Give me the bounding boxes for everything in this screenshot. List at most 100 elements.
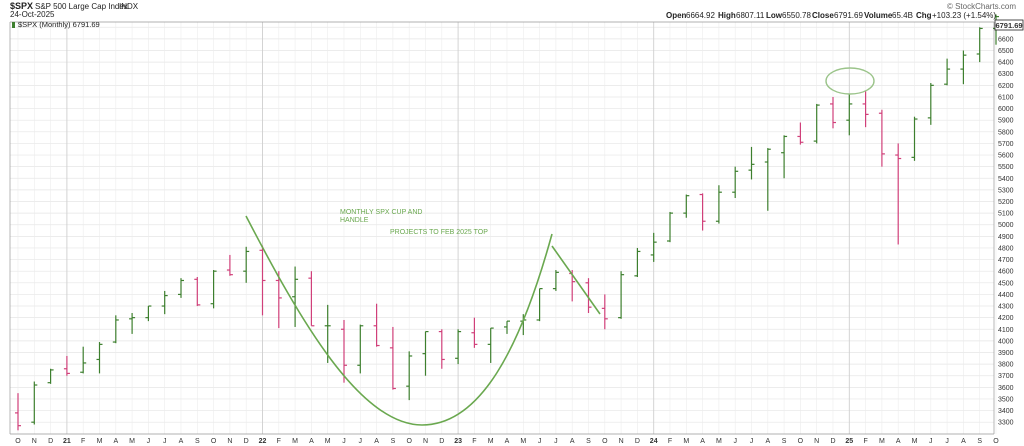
y-tick-label: 4400: [998, 292, 1014, 299]
x-tick-label: F: [863, 438, 867, 445]
ohlc-bar: [830, 96, 836, 129]
x-tick-label: D: [244, 438, 249, 445]
y-tick-label: 5200: [998, 199, 1014, 206]
ohlc-bar: [634, 247, 641, 277]
cup-handle-pattern: [245, 67, 875, 426]
ohlc-bar: [911, 116, 918, 161]
x-tick-label: J: [538, 438, 542, 445]
x-tick-label: N: [32, 438, 37, 445]
x-tick-label: S: [586, 438, 591, 445]
ohlc-bar: [487, 327, 494, 363]
x-tick-label: J: [554, 438, 558, 445]
ohlc-bar: [764, 148, 771, 211]
y-tick-label: 5800: [998, 129, 1014, 136]
low-label: Low: [766, 11, 783, 20]
x-tick-label: D: [48, 438, 53, 445]
ohlc-bar: [797, 122, 804, 145]
x-tick-label: F: [81, 438, 85, 445]
x-tick-label: S: [195, 438, 200, 445]
y-tick-label: 4500: [998, 280, 1014, 287]
y-tick-label: 5300: [998, 187, 1014, 194]
ohlc-bar: [324, 304, 331, 363]
ohlc-bar: [618, 271, 625, 319]
x-tick-label: M: [129, 438, 135, 445]
y-tick-label: 4100: [998, 327, 1014, 334]
x-tick-label: D: [830, 438, 835, 445]
ohlc-bar: [341, 319, 347, 383]
x-tick-label: M: [488, 438, 494, 445]
ohlc-bars: [15, 14, 999, 431]
y-axis: 3300 3400 3500 3600 3700 3800 3900 4000 4100 4200…: [998, 25, 1014, 427]
volume-label: Volume: [864, 11, 893, 20]
grid: [10, 22, 997, 434]
ohlc-bar: [748, 146, 755, 180]
y-tick-label: 4300: [998, 304, 1014, 311]
ohlc-bar: [944, 58, 951, 86]
ohlc-bar: [683, 194, 690, 218]
x-tick-label: A: [570, 438, 575, 445]
y-tick-label: 5700: [998, 141, 1014, 148]
ohlc-bar: [47, 368, 54, 384]
ohlc-bar: [308, 271, 315, 327]
close-value: 6791.69: [834, 11, 863, 20]
ohlc-bar: [422, 330, 429, 376]
x-tick-label: M: [520, 438, 526, 445]
y-tick-label: 5000: [998, 222, 1014, 229]
ohlc-bar: [129, 313, 136, 334]
x-tick-label: M: [325, 438, 331, 445]
y-tick-label: 6400: [998, 60, 1014, 67]
ohlc-bar: [895, 143, 902, 245]
ohlc-bar: [389, 326, 396, 390]
ohlc-bar: [438, 329, 445, 369]
watermark: © StockCharts.com: [947, 2, 1016, 11]
ohlc-bar: [243, 246, 250, 283]
ohlc-bar: [715, 185, 722, 224]
x-tick-label: O: [211, 438, 217, 445]
x-tick-label: N: [619, 438, 624, 445]
x-tick-label: O: [602, 438, 608, 445]
x-tick-label: 25: [845, 438, 853, 445]
y-tick-label: 4600: [998, 269, 1014, 276]
x-tick-label: J: [163, 438, 167, 445]
ohlc-bar: [862, 91, 869, 128]
x-tick-label: A: [309, 438, 314, 445]
series-legend: $SPX (Monthly) 6791.69: [18, 20, 100, 29]
x-tick-label: F: [668, 438, 672, 445]
chg-label: Chg: [916, 11, 932, 20]
last-price-box: [994, 19, 1024, 31]
y-tick-label: 3600: [998, 385, 1014, 392]
x-tick-label: A: [113, 438, 118, 445]
y-tick-label: 5400: [998, 176, 1014, 183]
x-tick-label: A: [505, 438, 510, 445]
ohlc-bar: [226, 254, 233, 276]
x-tick-label: 24: [650, 438, 658, 445]
handle-line: [551, 245, 601, 315]
chg-value: +103.23 (+1.54%): [932, 11, 996, 20]
y-tick-label: 4000: [998, 338, 1014, 345]
ohlc-bar: [960, 50, 967, 85]
x-tick-label: S: [782, 438, 787, 445]
ohlc-bar: [585, 278, 592, 314]
y-tick-label: 6100: [998, 94, 1014, 101]
annotation-line-3: PROJECTS TO FEB 2025 TOP: [390, 229, 488, 236]
exchange: INDX: [119, 2, 139, 11]
annotation-line-1: MONTHLY SPX CUP AND: [340, 209, 422, 216]
ohlc-bar: [504, 320, 510, 334]
ohlc-bar: [846, 93, 853, 136]
x-tick-label: M: [97, 438, 103, 445]
y-tick-label: 4700: [998, 257, 1014, 264]
x-tick-label: D: [439, 438, 444, 445]
ohlc-bar: [667, 211, 673, 243]
ohlc-bar: [976, 27, 983, 63]
y-tick-label: 3900: [998, 350, 1014, 357]
ohlc-bar: [732, 166, 739, 199]
ohlc-bar: [63, 355, 70, 376]
cup-curve: [245, 215, 553, 426]
ohlc-bar: [455, 329, 462, 365]
y-tick-label: 3800: [998, 362, 1014, 369]
high-value: 6807.11: [736, 11, 765, 20]
ohlc-bar: [406, 351, 413, 401]
ohlc-bar: [96, 342, 103, 374]
last-price-tag: 6791.69: [994, 19, 1024, 31]
